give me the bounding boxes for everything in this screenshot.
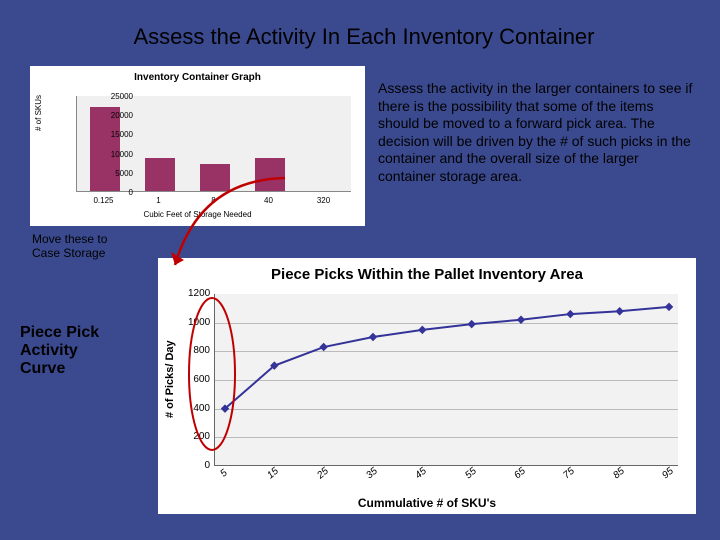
- bar-chart: Inventory Container Graph # of SKUs Cubi…: [30, 66, 365, 226]
- line-chart: Piece Picks Within the Pallet Inventory …: [158, 258, 696, 514]
- bar-ytick: 10000: [103, 150, 133, 159]
- line-ytick: 400: [188, 403, 210, 414]
- bar-chart-ylabel: # of SKUs: [34, 95, 43, 131]
- bar-ytick: 20000: [103, 111, 133, 120]
- bar-chart-title: Inventory Container Graph: [30, 66, 365, 83]
- line-ytick: 200: [188, 431, 210, 442]
- bar-xtick: 40: [249, 196, 289, 205]
- bar: [200, 164, 230, 191]
- line-ytick: 1000: [188, 317, 210, 328]
- bar-ytick: 25000: [103, 92, 133, 101]
- line-chart-ylabel: # of Picks/ Day: [164, 340, 176, 418]
- curve-label: Piece PickActivityCurve: [20, 324, 140, 378]
- bar-xtick: 1: [139, 196, 179, 205]
- body-paragraph: Assess the activity in the larger contai…: [378, 80, 698, 185]
- bar: [255, 158, 285, 191]
- bar-chart-xlabel: Cubic Feet of Storage Needed: [30, 210, 365, 219]
- bar-xtick: 8: [194, 196, 234, 205]
- line-chart-xlabel: Cummulative # of SKU's: [158, 496, 696, 510]
- bar-ytick: 5000: [103, 169, 133, 178]
- line-ytick: 600: [188, 374, 210, 385]
- bar-xtick: 0.125: [84, 196, 124, 205]
- line-chart-title: Piece Picks Within the Pallet Inventory …: [158, 258, 696, 283]
- line-ytick: 800: [188, 345, 210, 356]
- bar-xtick: 320: [304, 196, 344, 205]
- line-ytick: 0: [188, 460, 210, 471]
- bar-ytick: 15000: [103, 130, 133, 139]
- slide-title: Assess the Activity In Each Inventory Co…: [64, 24, 664, 50]
- line-ytick: 1200: [188, 288, 210, 299]
- line-chart-plot: [214, 294, 678, 466]
- bar: [145, 158, 175, 191]
- annotation-move-to-case: Move these toCase Storage: [32, 232, 107, 260]
